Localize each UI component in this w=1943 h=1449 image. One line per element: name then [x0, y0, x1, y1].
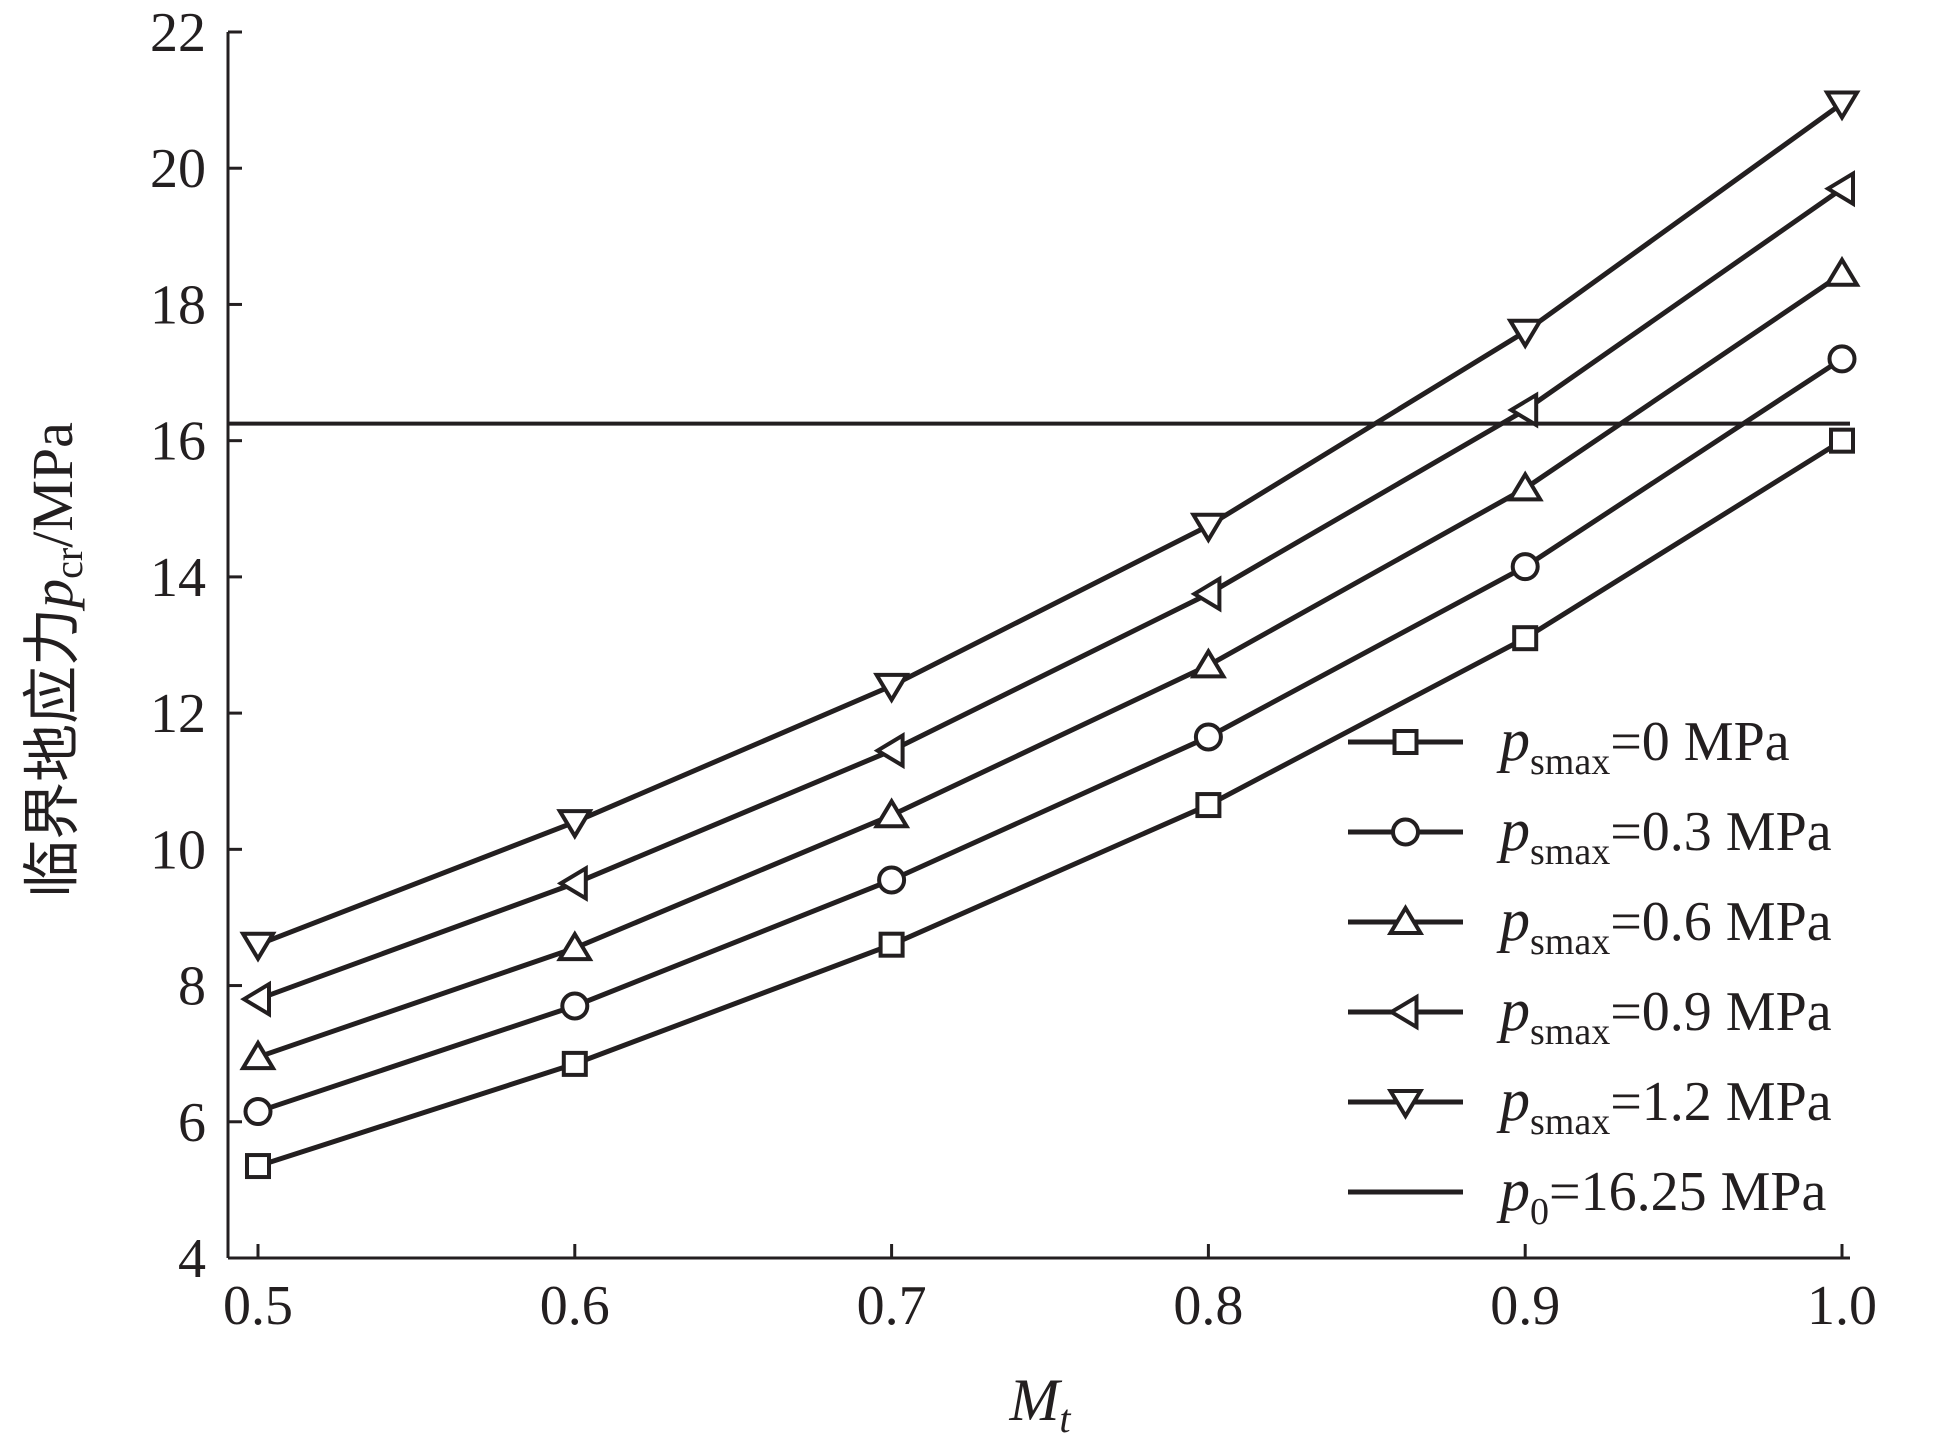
series-3-point-3 — [873, 797, 911, 829]
series-5-point-1 — [239, 931, 277, 963]
plot-markers — [239, 90, 1861, 1180]
legend-marker-series-2 — [1391, 817, 1420, 847]
legend-label-reference: p0=16.25 MPa — [1496, 1157, 1827, 1233]
x-tick-label-1.0: 1.0 — [1807, 1275, 1877, 1337]
series-5-point-3 — [873, 672, 911, 704]
legend-marker-series-3 — [1386, 904, 1425, 935]
legend-label-series-5: psmax=1.2 MPa — [1496, 1067, 1832, 1143]
y-tick-label-12: 12 — [150, 683, 206, 745]
series-line-2 — [257, 356, 1844, 1114]
y-tick-label-6: 6 — [178, 1092, 206, 1154]
series-1-point-1 — [245, 1153, 271, 1180]
series-2-point-1 — [243, 1097, 273, 1127]
series-4-point-6 — [1824, 170, 1855, 208]
series-4-point-4 — [1190, 575, 1222, 613]
legend-label-series-4: psmax=0.9 MPa — [1496, 977, 1832, 1053]
legend-marker-series-5 — [1386, 1089, 1425, 1120]
series-3-point-1 — [239, 1039, 277, 1071]
series-5-point-2 — [556, 809, 594, 840]
y-tick-label-4: 4 — [178, 1228, 206, 1290]
series-3-point-6 — [1823, 255, 1861, 287]
legend: psmax=0 MPa psmax=0.3 MPa psmax=0.6 MPa psm… — [1348, 707, 1832, 1233]
series-4-point-2 — [556, 864, 588, 902]
y-tick-label-14: 14 — [150, 547, 206, 609]
x-axis-title: Mt — [1008, 1367, 1071, 1441]
series-5-point-5 — [1506, 318, 1544, 350]
series-line-5 — [257, 101, 1844, 948]
series-1-point-4 — [1195, 792, 1222, 819]
series-line-4 — [257, 186, 1844, 1002]
series-3-point-5 — [1506, 470, 1544, 502]
series-line-3 — [257, 271, 1844, 1060]
series-2-point-6 — [1827, 344, 1857, 374]
series-2-point-5 — [1510, 552, 1540, 582]
series-1-point-3 — [878, 931, 905, 958]
series-4-point-3 — [873, 732, 905, 770]
plot-lines — [228, 101, 1850, 1169]
series-1-point-6 — [1829, 427, 1855, 454]
series-2-point-2 — [560, 991, 590, 1021]
x-tick-label-0.9: 0.9 — [1490, 1275, 1560, 1337]
axes: 4 6 8 10 12 14 16 18 20 22 0.5 0.6 0.7 0.8 0.9 1.0 Mt 临界地… — [20, 2, 1877, 1441]
legend-marker-series-1 — [1392, 729, 1419, 755]
x-tick-label-0.5: 0.5 — [223, 1275, 293, 1337]
legend-label-series-1: psmax=0 MPa — [1496, 707, 1790, 783]
legend-marker-series-4 — [1387, 993, 1419, 1031]
series-5-point-4 — [1189, 512, 1227, 544]
x-tick-label-0.8: 0.8 — [1173, 1275, 1243, 1337]
series-line-1 — [257, 438, 1844, 1169]
series-3-point-4 — [1189, 647, 1227, 679]
series-2-point-3 — [877, 865, 907, 895]
y-axis-title: 临界地应力pcr/MPa — [20, 422, 91, 898]
y-tick-label-20: 20 — [150, 138, 206, 200]
series-4-point-1 — [240, 980, 271, 1018]
y-tick-label-22: 22 — [150, 2, 206, 64]
y-tick-label-18: 18 — [150, 274, 206, 336]
series-4-point-5 — [1507, 391, 1539, 429]
legend-label-series-3: psmax=0.6 MPa — [1496, 887, 1832, 963]
series-5-point-6 — [1823, 90, 1861, 122]
y-tick-label-8: 8 — [178, 956, 206, 1018]
series-1-point-5 — [1512, 625, 1539, 652]
x-tick-label-0.6: 0.6 — [540, 1275, 610, 1337]
series-3-point-2 — [556, 930, 594, 962]
y-tick-label-10: 10 — [150, 819, 206, 881]
x-tick-label-0.7: 0.7 — [857, 1275, 927, 1337]
series-1-point-2 — [561, 1050, 588, 1077]
legend-label-series-2: psmax=0.3 MPa — [1496, 797, 1832, 873]
y-tick-label-16: 16 — [150, 411, 206, 473]
series-2-point-4 — [1193, 722, 1223, 752]
